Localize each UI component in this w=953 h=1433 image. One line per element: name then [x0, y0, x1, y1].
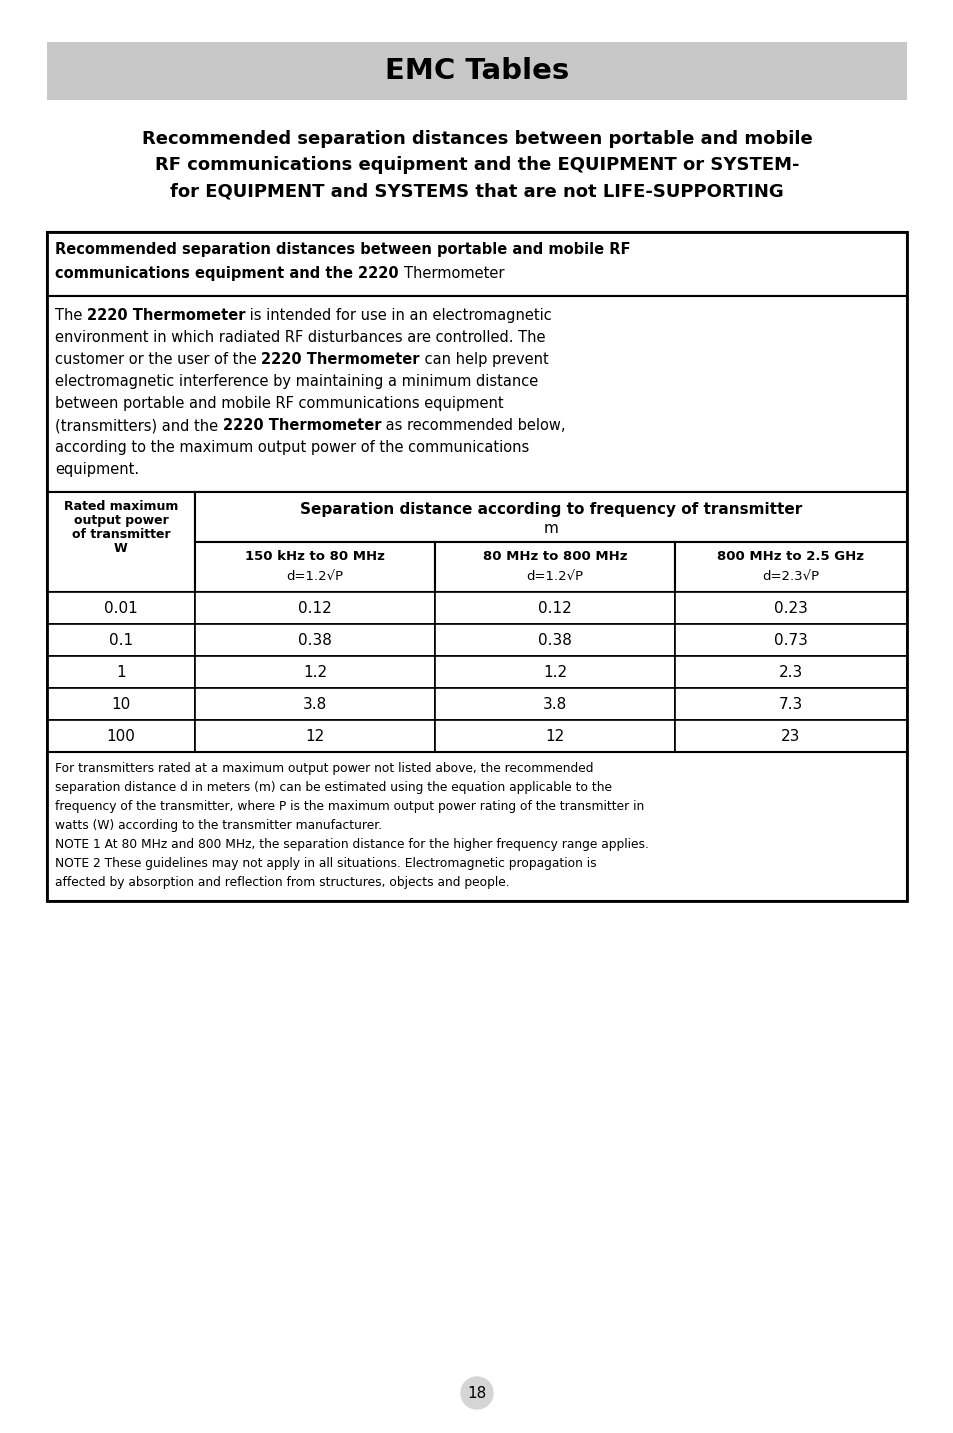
Bar: [47, 297, 906, 492]
Text: frequency of the transmitter, where P is the maximum output power rating of the : frequency of the transmitter, where P is…: [55, 800, 643, 813]
Text: 1.2: 1.2: [542, 665, 566, 679]
Text: separation distance d in meters (m) can be estimated using the equation applicab: separation distance d in meters (m) can …: [55, 781, 612, 794]
Text: customer or the user of the: customer or the user of the: [55, 353, 261, 367]
Bar: [194, 623, 435, 656]
Text: 0.12: 0.12: [537, 600, 571, 616]
Bar: [435, 656, 675, 688]
Text: d=1.2√P: d=1.2√P: [526, 570, 583, 583]
Text: 12: 12: [545, 728, 564, 744]
Bar: [675, 592, 906, 623]
Text: watts (W) according to the transmitter manufacturer.: watts (W) according to the transmitter m…: [55, 820, 382, 833]
Bar: [435, 688, 675, 719]
Bar: [435, 719, 675, 752]
Text: 1.2: 1.2: [303, 665, 327, 679]
Text: for EQUIPMENT and SYSTEMS that are not LIFE-SUPPORTING: for EQUIPMENT and SYSTEMS that are not L…: [170, 182, 783, 201]
Text: 18: 18: [467, 1386, 486, 1400]
Bar: [194, 542, 435, 592]
Bar: [435, 623, 675, 656]
Bar: [47, 656, 194, 688]
Bar: [435, 592, 675, 623]
Text: d=1.2√P: d=1.2√P: [286, 570, 343, 583]
Text: 23: 23: [781, 728, 800, 744]
Text: 1: 1: [116, 665, 126, 679]
Text: affected by absorption and reflection from structures, objects and people.: affected by absorption and reflection fr…: [55, 876, 509, 888]
Bar: [675, 688, 906, 719]
Bar: [47, 232, 906, 297]
Text: Recommended separation distances between portable and mobile RF: Recommended separation distances between…: [55, 242, 630, 257]
Bar: [47, 688, 194, 719]
Text: as recommended below,: as recommended below,: [381, 418, 565, 433]
Bar: [47, 42, 906, 100]
Bar: [47, 592, 194, 623]
Text: W: W: [114, 542, 128, 555]
Text: Thermometer: Thermometer: [403, 267, 504, 281]
Bar: [47, 492, 194, 592]
Text: can help prevent: can help prevent: [419, 353, 548, 367]
Text: environment in which radiated RF disturbances are controlled. The: environment in which radiated RF disturb…: [55, 330, 545, 345]
Text: 2220 Thermometer: 2220 Thermometer: [87, 308, 245, 322]
Bar: [675, 542, 906, 592]
Bar: [47, 623, 194, 656]
Bar: [675, 623, 906, 656]
Text: 0.38: 0.38: [537, 632, 572, 648]
Text: 800 MHz to 2.5 GHz: 800 MHz to 2.5 GHz: [717, 550, 863, 563]
Text: 7.3: 7.3: [778, 696, 802, 712]
Text: 3.8: 3.8: [302, 696, 327, 712]
Text: 2220: 2220: [357, 267, 403, 281]
Bar: [194, 492, 906, 542]
Bar: [194, 719, 435, 752]
Text: communications equipment and the: communications equipment and the: [55, 267, 357, 281]
Text: For transmitters rated at a maximum output power not listed above, the recommend: For transmitters rated at a maximum outp…: [55, 762, 593, 775]
Text: output power: output power: [73, 514, 168, 527]
Text: electromagnetic interference by maintaining a minimum distance: electromagnetic interference by maintain…: [55, 374, 537, 388]
Bar: [47, 719, 194, 752]
Text: 3.8: 3.8: [542, 696, 566, 712]
Text: 0.38: 0.38: [297, 632, 332, 648]
Text: EMC Tables: EMC Tables: [384, 57, 569, 85]
Text: 0.23: 0.23: [773, 600, 807, 616]
Text: 2220 Thermometer: 2220 Thermometer: [222, 418, 381, 433]
Text: between portable and mobile RF communications equipment: between portable and mobile RF communica…: [55, 396, 503, 411]
Bar: [435, 542, 675, 592]
Bar: [675, 656, 906, 688]
Text: 2.3: 2.3: [778, 665, 802, 679]
Text: is intended for use in an electromagnetic: is intended for use in an electromagneti…: [245, 308, 552, 322]
Text: The: The: [55, 308, 87, 322]
Bar: [194, 688, 435, 719]
Text: Rated maximum: Rated maximum: [64, 500, 178, 513]
Text: 12: 12: [305, 728, 324, 744]
Text: d=2.3√P: d=2.3√P: [761, 570, 819, 583]
Text: 0.1: 0.1: [109, 632, 132, 648]
Bar: [47, 752, 906, 901]
Bar: [47, 232, 906, 901]
Text: of transmitter: of transmitter: [71, 527, 171, 542]
Circle shape: [460, 1377, 493, 1409]
Text: according to the maximum output power of the communications: according to the maximum output power of…: [55, 440, 529, 456]
Text: NOTE 1 At 80 MHz and 800 MHz, the separation distance for the higher frequency r: NOTE 1 At 80 MHz and 800 MHz, the separa…: [55, 838, 648, 851]
Text: 10: 10: [112, 696, 131, 712]
Text: 150 kHz to 80 MHz: 150 kHz to 80 MHz: [245, 550, 384, 563]
Bar: [194, 592, 435, 623]
Text: 0.01: 0.01: [104, 600, 138, 616]
Text: m: m: [543, 522, 558, 536]
Text: NOTE 2 These guidelines may not apply in all situations. Electromagnetic propaga: NOTE 2 These guidelines may not apply in…: [55, 857, 596, 870]
Text: equipment.: equipment.: [55, 461, 139, 477]
Bar: [194, 656, 435, 688]
Text: 100: 100: [107, 728, 135, 744]
Text: Separation distance according to frequency of transmitter: Separation distance according to frequen…: [299, 502, 801, 517]
Text: (transmitters) and the: (transmitters) and the: [55, 418, 222, 433]
Text: 0.73: 0.73: [773, 632, 807, 648]
Text: 0.12: 0.12: [297, 600, 332, 616]
Text: Recommended separation distances between portable and mobile: Recommended separation distances between…: [141, 130, 812, 148]
Text: RF communications equipment and the EQUIPMENT or SYSTEM-: RF communications equipment and the EQUI…: [154, 156, 799, 173]
Bar: [675, 719, 906, 752]
Text: 80 MHz to 800 MHz: 80 MHz to 800 MHz: [482, 550, 626, 563]
Text: 2220 Thermometer: 2220 Thermometer: [261, 353, 419, 367]
